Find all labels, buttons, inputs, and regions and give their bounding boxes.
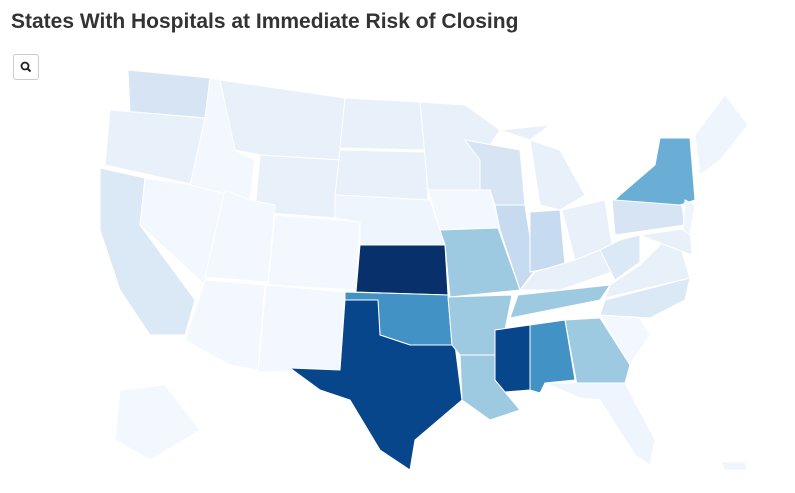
state[interactable] bbox=[529, 139, 586, 211]
state[interactable] bbox=[219, 79, 346, 161]
state[interactable] bbox=[114, 384, 201, 461]
state[interactable] bbox=[427, 189, 501, 231]
map-title: States With Hospitals at Immediate Risk … bbox=[11, 10, 519, 33]
state[interactable] bbox=[439, 227, 521, 298]
state[interactable] bbox=[184, 279, 266, 371]
state[interactable] bbox=[257, 284, 346, 373]
state[interactable] bbox=[499, 124, 552, 141]
state[interactable] bbox=[355, 244, 449, 296]
state[interactable] bbox=[204, 189, 276, 283]
state[interactable] bbox=[694, 94, 749, 176]
state[interactable] bbox=[494, 324, 531, 393]
state[interactable] bbox=[613, 137, 696, 206]
state[interactable] bbox=[544, 382, 656, 466]
state[interactable] bbox=[509, 284, 612, 319]
search-button[interactable] bbox=[13, 54, 39, 80]
state[interactable] bbox=[599, 234, 641, 281]
state[interactable] bbox=[564, 317, 631, 386]
state[interactable] bbox=[127, 69, 211, 119]
state[interactable] bbox=[288, 299, 463, 471]
state[interactable] bbox=[529, 209, 566, 273]
state[interactable] bbox=[339, 97, 426, 151]
state[interactable] bbox=[463, 139, 526, 206]
state[interactable] bbox=[334, 149, 429, 201]
state[interactable] bbox=[267, 214, 361, 291]
state[interactable] bbox=[721, 461, 748, 471]
states bbox=[99, 69, 749, 471]
state[interactable] bbox=[682, 199, 696, 236]
state[interactable] bbox=[494, 204, 536, 292]
search-icon bbox=[20, 61, 32, 73]
state[interactable] bbox=[638, 227, 693, 256]
